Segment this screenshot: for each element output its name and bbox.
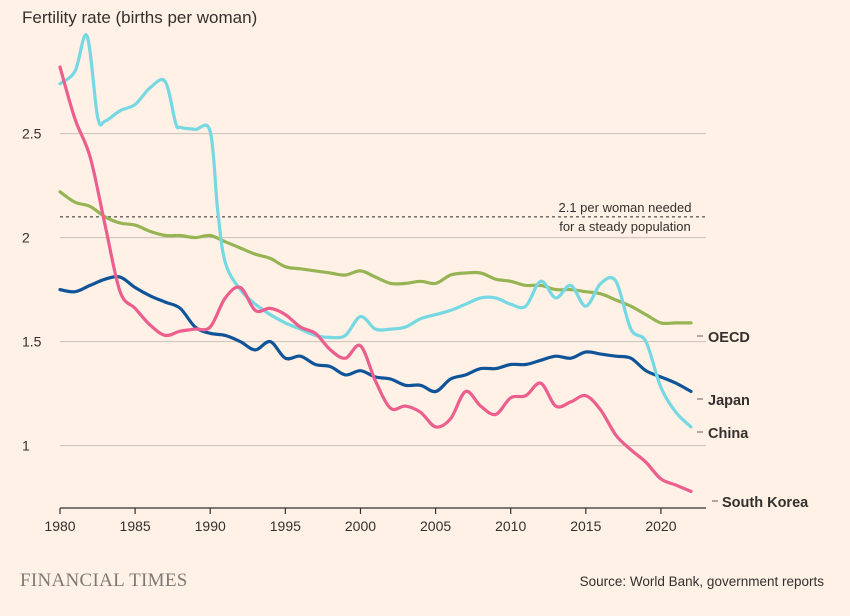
y-axis-labels: 1 1.5 2 2.5 [22, 126, 42, 454]
series-line-japan [58, 275, 693, 394]
x-tick-label: 1980 [44, 518, 75, 534]
gridlines [60, 133, 706, 447]
series-line-south-korea [58, 65, 693, 493]
y-tick-label: 1.5 [22, 334, 42, 350]
series-lines [58, 33, 693, 493]
ft-logo: FINANCIAL TIMES [20, 570, 188, 591]
series-line-china [58, 33, 693, 429]
x-tick-label: 2010 [495, 518, 526, 534]
x-tick-label: 2015 [570, 518, 601, 534]
japan-label: Japan [708, 393, 750, 409]
x-tick-label: 1985 [120, 518, 151, 534]
x-tick-label: 2000 [345, 518, 376, 534]
oecd-label: OECD [708, 330, 750, 346]
china-label: China [708, 426, 749, 442]
series-end-labels: OECD Japan China South Korea [697, 330, 809, 511]
y-tick-label: 2 [22, 230, 30, 246]
y-tick-label: 1 [22, 438, 30, 454]
x-tick-label: 2005 [420, 518, 451, 534]
x-tick-label: 1995 [270, 518, 301, 534]
reference-line-label-1: 2.1 per woman needed [559, 200, 692, 215]
series-line-oecd [58, 190, 693, 326]
source-note: Source: World Bank, government reports [579, 574, 824, 589]
chart-title: Fertility rate (births per woman) [22, 8, 258, 27]
y-tick-label: 2.5 [22, 126, 42, 142]
x-tick-label: 2020 [645, 518, 676, 534]
south-korea-label: South Korea [722, 495, 809, 511]
x-tick-label: 1990 [195, 518, 226, 534]
reference-line-label-2: for a steady population [559, 219, 691, 234]
x-axis-ticks: 1980 1985 1990 1995 2000 2005 2010 2015 2020 [44, 508, 677, 534]
